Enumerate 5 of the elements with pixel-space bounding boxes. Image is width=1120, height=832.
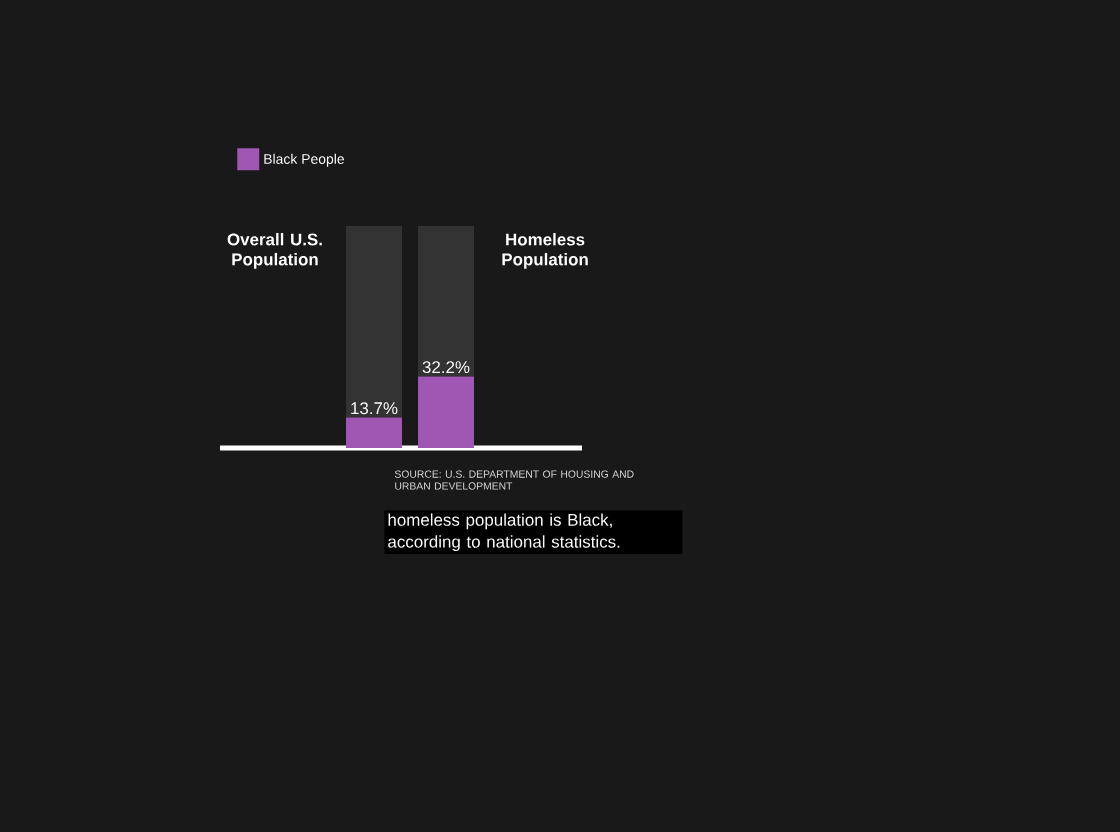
text: homeless population is Black, according to national statistics.: [388, 513, 620, 552]
x-tick-label: Overall U.S. Population: [227, 233, 322, 269]
x-tick-label: Homeless Population: [502, 233, 588, 269]
data-label: 13.7%: [351, 402, 398, 415]
data-label: 32.2%: [422, 361, 470, 374]
